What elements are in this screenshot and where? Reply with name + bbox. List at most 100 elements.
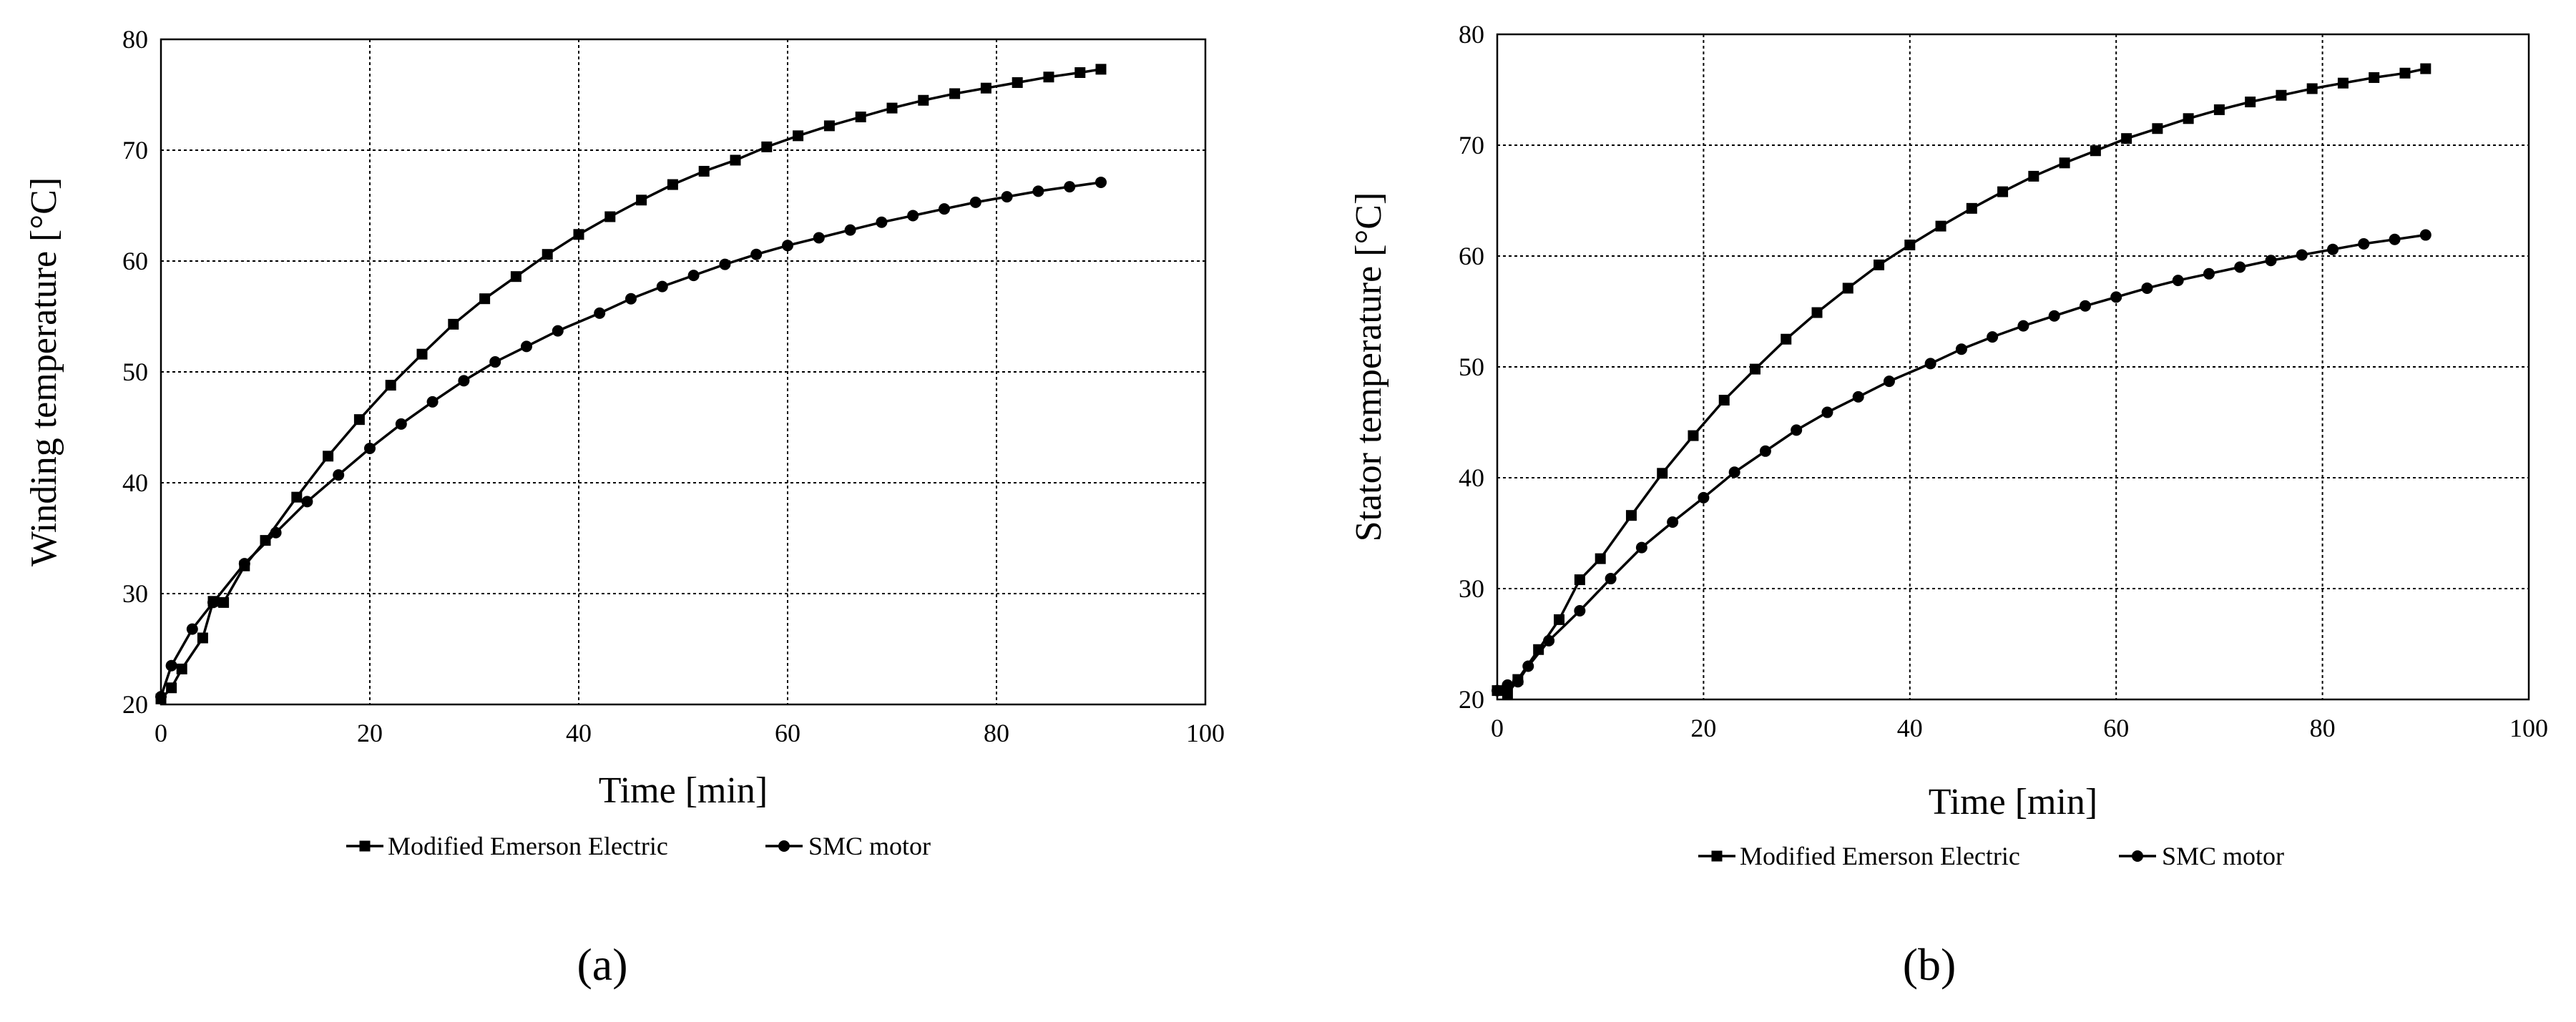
data-point <box>687 270 700 282</box>
data-point <box>2327 243 2339 255</box>
data-point <box>1574 605 1586 616</box>
data-point <box>1821 406 1833 418</box>
data-point <box>844 224 856 236</box>
data-point <box>886 102 898 114</box>
data-point <box>980 82 991 94</box>
data-point <box>2419 229 2431 241</box>
data-point <box>782 240 793 252</box>
legend-circle-marker <box>2132 850 2143 862</box>
data-point <box>1554 614 1565 625</box>
data-point <box>1522 660 1534 672</box>
series-line <box>160 181 1102 697</box>
data-point <box>1935 220 1946 232</box>
data-point <box>1883 375 1895 388</box>
data-point <box>197 632 208 644</box>
data-point <box>521 340 532 353</box>
grid-lines <box>161 39 1205 704</box>
legend-square-marker <box>359 840 371 852</box>
data-point <box>1043 72 1054 83</box>
data-point <box>166 682 177 694</box>
data-point <box>2141 282 2153 294</box>
y-tick-label: 50 <box>1459 353 1484 381</box>
data-point <box>939 203 950 215</box>
data-point <box>907 210 919 222</box>
data-point <box>1955 343 1967 355</box>
data-point <box>1924 358 1936 370</box>
data-point <box>291 491 303 503</box>
data-point <box>918 94 929 106</box>
data-point <box>636 195 647 206</box>
data-point <box>1095 176 1107 188</box>
data-point <box>155 691 167 703</box>
data-point <box>2296 249 2308 261</box>
plot-frame <box>1496 33 2530 701</box>
data-point <box>186 623 198 635</box>
x-tick-label: 60 <box>2103 714 2129 742</box>
data-point <box>1533 644 1544 655</box>
data-point <box>969 196 981 208</box>
data-point <box>1001 191 1013 203</box>
data-point <box>510 271 521 282</box>
x-tick-label: 80 <box>2310 714 2336 742</box>
data-point <box>2369 72 2380 83</box>
data-point <box>2048 310 2060 322</box>
data-point <box>1032 185 1044 197</box>
data-point <box>625 293 637 305</box>
y-tick-label: 60 <box>122 247 148 275</box>
x-axis-title: Time [min] <box>599 770 768 811</box>
data-point <box>1574 574 1585 586</box>
legend-label: SMC motor <box>808 832 931 860</box>
legend: Modified Emerson Electric SMC motor <box>1698 842 2284 870</box>
data-point <box>323 451 334 462</box>
data-point <box>1657 468 1668 479</box>
data-point <box>1904 240 1916 250</box>
data-point <box>573 229 584 240</box>
data-point <box>1095 64 1107 75</box>
y-tick-label: 40 <box>122 468 148 497</box>
y-tick-label: 80 <box>1459 20 1484 49</box>
data-point <box>353 414 365 426</box>
data-point <box>1759 445 1771 457</box>
data-point <box>1874 259 1885 270</box>
series-smc-motor <box>155 176 1107 703</box>
data-point <box>1543 634 1555 647</box>
data-point <box>1074 67 1086 78</box>
data-point <box>207 596 219 609</box>
data-point <box>1987 331 1999 343</box>
data-point <box>719 258 731 270</box>
data-point <box>333 469 345 481</box>
data-point <box>489 356 501 368</box>
data-point <box>2399 67 2411 79</box>
data-point <box>1688 430 1699 441</box>
data-point <box>238 558 250 570</box>
data-point <box>2245 97 2256 108</box>
y-axis-title: Stator temperature [°C] <box>1348 192 1389 542</box>
x-tick-label: 40 <box>1897 714 1923 742</box>
y-tick-label: 80 <box>122 25 148 54</box>
x-tick-label: 0 <box>1491 714 1504 742</box>
legend-square-marker <box>1711 850 1723 862</box>
data-point <box>730 154 741 166</box>
data-point <box>876 216 888 228</box>
series-smc-motor <box>1492 229 2431 697</box>
legend-item-smc-motor: SMC motor <box>765 832 931 860</box>
data-point <box>301 496 313 508</box>
data-point <box>2306 83 2318 94</box>
y-tick-label: 20 <box>1459 685 1484 714</box>
x-axis-title: Time [min] <box>1929 782 2097 822</box>
data-point <box>2152 123 2163 134</box>
data-point <box>698 165 710 177</box>
legend-circle-marker <box>778 840 790 852</box>
data-point <box>1728 466 1740 478</box>
y-tick-label: 30 <box>1459 574 1484 603</box>
data-point <box>604 211 616 222</box>
data-point <box>2234 261 2246 273</box>
series-line <box>1497 233 2426 692</box>
data-point <box>1635 541 1647 554</box>
series-modified-emerson <box>155 64 1107 704</box>
data-point <box>2110 291 2122 303</box>
data-point <box>416 348 428 360</box>
data-point <box>1595 553 1606 564</box>
